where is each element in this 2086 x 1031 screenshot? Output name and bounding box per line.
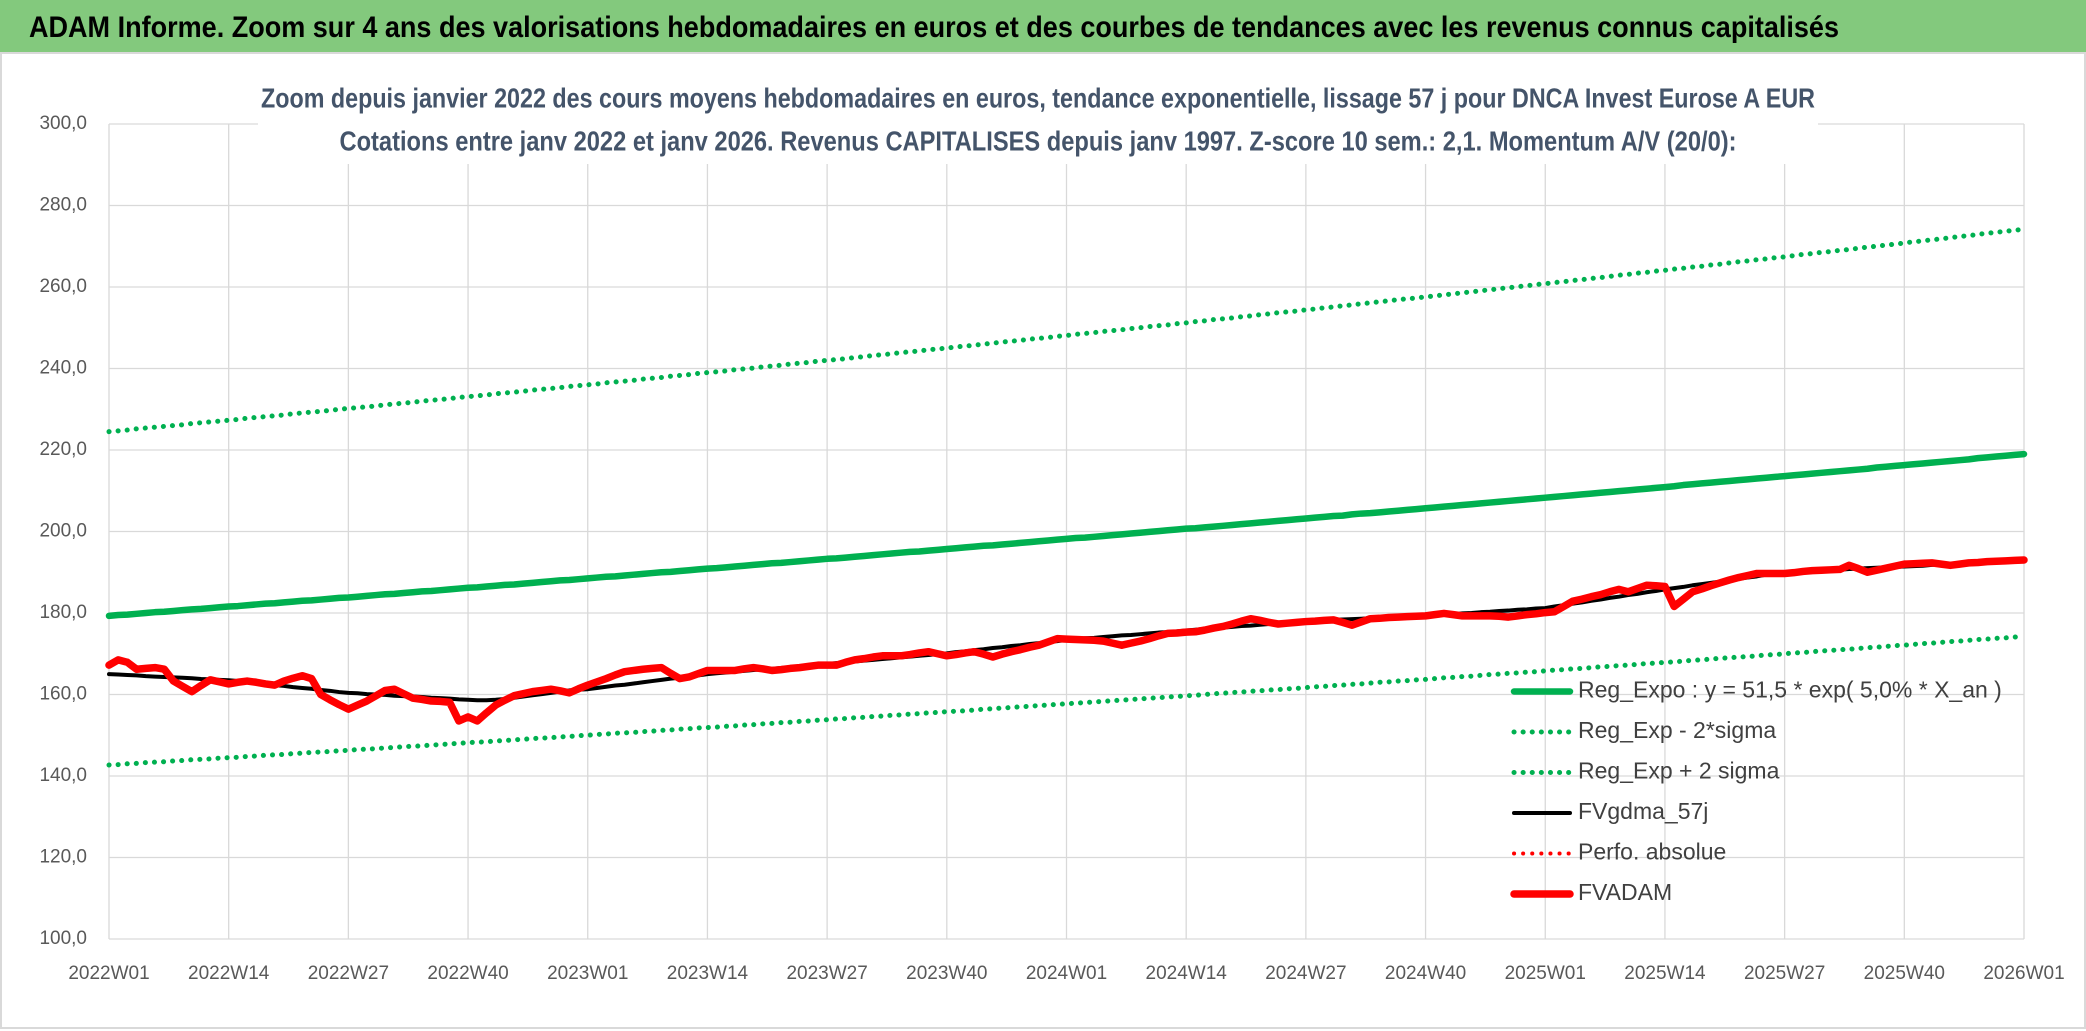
header-bar <box>0 0 2086 53</box>
x-tick-label: 2022W01 <box>68 963 149 984</box>
chart-title: Zoom depuis janvier 2022 des cours moyen… <box>261 82 1815 113</box>
chart-subtitle: Cotations entre janv 2022 et janv 2026. … <box>340 125 1737 156</box>
legend-label: FVADAM <box>1578 879 1672 905</box>
header-title: ADAM Informe. Zoom sur 4 ans des valoris… <box>29 11 1839 44</box>
title-box <box>258 80 1818 164</box>
y-tick-label: 220,0 <box>39 439 87 460</box>
legend: Reg_Expo : y = 51,5 * exp( 5,0% * X_an )… <box>1510 677 2002 905</box>
x-tick-label: 2025W27 <box>1744 963 1825 984</box>
legend-label: FVgdma_57j <box>1578 798 1708 824</box>
x-tick-label: 2024W01 <box>1026 963 1107 984</box>
legend-label: Reg_Exp - 2*sigma <box>1578 717 1776 743</box>
y-tick-label: 280,0 <box>39 195 87 216</box>
chart-frame <box>0 52 2086 1029</box>
series-line <box>106 226 2027 435</box>
y-tick-label: 200,0 <box>39 521 87 542</box>
x-tick-label: 2023W01 <box>547 963 628 984</box>
x-tick-label: 2022W14 <box>188 963 270 984</box>
x-tick-label: 2025W01 <box>1505 963 1586 984</box>
y-tick-label: 260,0 <box>39 276 87 297</box>
x-tick-label: 2024W14 <box>1146 963 1228 984</box>
series-line <box>105 556 2028 725</box>
legend-label: Reg_Expo : y = 51,5 * exp( 5,0% * X_an ) <box>1578 677 2002 703</box>
y-tick-label: 180,0 <box>39 602 87 623</box>
x-tick-label: 2023W27 <box>786 963 867 984</box>
x-tick-label: 2026W01 <box>1983 963 2064 984</box>
y-tick-label: 240,0 <box>39 358 87 379</box>
x-tick-label: 2024W40 <box>1385 963 1466 984</box>
y-tick-label: 100,0 <box>39 928 87 949</box>
x-tick-label: 2023W14 <box>667 963 749 984</box>
x-tick-label: 2022W40 <box>427 963 508 984</box>
plot-area: 100,0 120,0 140,0 160,0 180,0 200,0 220,0 240,0… <box>39 113 2064 984</box>
y-tick-label: 140,0 <box>39 765 87 786</box>
y-tick-label: 120,0 <box>39 847 87 868</box>
x-tick-label: 2025W14 <box>1624 963 1706 984</box>
series-line <box>105 450 2028 620</box>
y-tick-label: 160,0 <box>39 684 87 705</box>
x-tick-label: 2023W40 <box>906 963 987 984</box>
x-tick-label: 2024W27 <box>1265 963 1346 984</box>
legend-label: Reg_Exp + 2 sigma <box>1578 758 1780 784</box>
legend-label: Perfo. absolue <box>1578 839 1726 865</box>
x-tick-label: 2022W27 <box>308 963 389 984</box>
y-tick-label: 300,0 <box>39 113 87 134</box>
series-line <box>106 633 2027 768</box>
x-tick-label: 2025W40 <box>1864 963 1945 984</box>
